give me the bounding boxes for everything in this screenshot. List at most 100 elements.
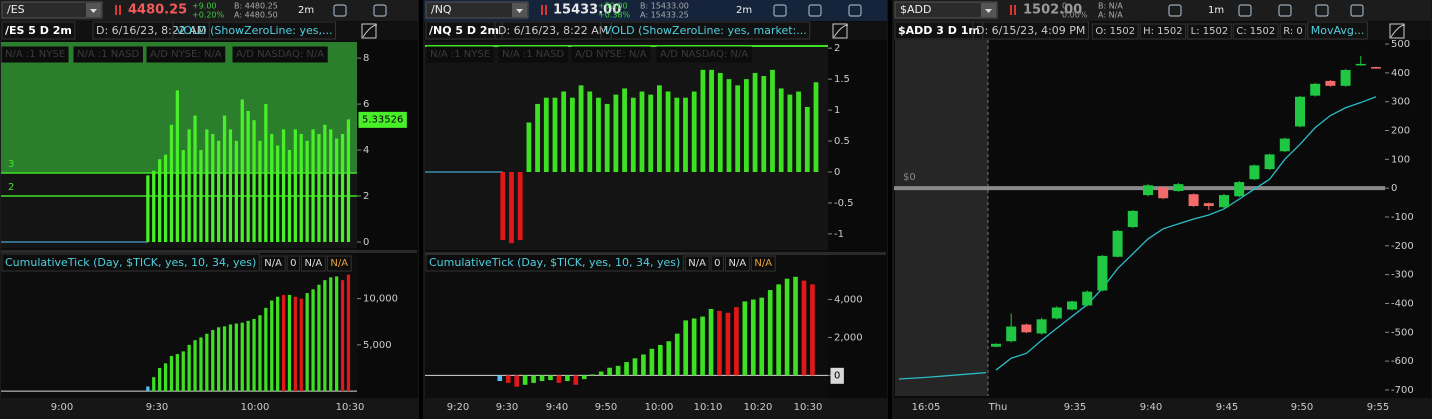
tick-bar [615,365,621,376]
tick-bar [187,344,191,392]
toolbar-icon[interactable] [333,4,347,17]
study-label[interactable]: VOLD (ShowZeroLine: yes,... [176,24,333,37]
y-tick-label: -700 [1391,385,1414,396]
field-box [1091,23,1139,40]
toolbar [0,0,418,21]
time-label: Thu [988,402,1008,413]
symbol[interactable]: /ES [7,3,25,16]
vold-bar [211,133,215,243]
field-box [260,255,286,272]
style-icon[interactable] [1389,23,1406,39]
vold-bar [264,104,268,243]
field-box [426,46,494,63]
toolbar-icon[interactable] [1168,4,1182,17]
time-axis [424,398,887,419]
toolbar-icon[interactable] [773,4,787,17]
vold-bar [163,154,168,243]
vold-bar [299,133,303,243]
study-label[interactable]: CumulativeTick (Day, $TICK, yes, 10, 34,… [429,256,680,269]
vold-bar [604,103,610,172]
toolbar-icon[interactable] [1238,4,1252,17]
vold-bar [181,150,185,243]
field-box [301,255,326,272]
aggregation[interactable]: 1m [1208,5,1224,16]
vold-bar [726,79,732,172]
time-label: 10:30 [336,402,365,413]
vold-bar [169,124,174,243]
style-icon[interactable] [832,23,849,39]
tick-bar [258,315,262,392]
candle-body [1067,301,1077,310]
field-box [750,255,776,272]
candle-body [1143,185,1153,196]
field-box [172,21,336,40]
y-tick-label: -400 [1391,298,1414,309]
last-price: 1502.00 [1023,3,1082,18]
field-box [972,21,1089,40]
tick-bar [632,358,638,376]
symbol-box[interactable] [894,1,998,19]
vold-bar [778,88,784,172]
field-box [1,21,76,40]
toolbar-icon[interactable] [1315,4,1329,17]
tick-bar [158,367,162,392]
field-box [1139,23,1187,40]
symbol-box[interactable] [1,1,103,19]
aggregation[interactable]: 2m [298,5,314,16]
toolbar-icon[interactable] [808,4,822,17]
tick-bar [169,355,174,392]
ohlc-field: C: 1502 [1236,26,1275,37]
tick-bar [801,280,807,376]
y-tick-label: 8 [363,53,369,64]
y-tick-label: 2 [834,43,840,54]
toolbar-icon[interactable] [1278,4,1292,17]
field-box [1,253,260,272]
tick-bar [776,284,781,376]
market-label: N/A :1 NASD [502,49,564,60]
tick-bar [531,375,536,383]
tick-bar [607,367,612,376]
study-label[interactable]: VOLD (ShowZeroLine: yes, market:... [604,24,807,37]
tick-bar [522,375,528,385]
symbol[interactable]: /NQ [431,3,452,16]
change: +59.00 [598,2,628,11]
time-label: 16:05 [912,402,941,413]
bid: B: N/A [1098,2,1123,11]
vold-bar [578,85,584,172]
vold-bar [346,119,351,243]
vold-bar [587,91,593,172]
tick-bar [666,341,672,376]
time-label: 10:10 [694,402,723,413]
study-label[interactable]: CumulativeTick (Day, $TICK, yes, 10, 34,… [5,256,256,269]
time-label: 9:50 [595,402,617,413]
bid: B: 15433.00 [640,2,689,11]
aggregation[interactable]: 2m [736,5,752,16]
level-label: 3 [8,159,14,170]
symbol[interactable]: $ADD [900,3,931,16]
tick-bar [246,320,250,392]
market-label: A/D NYSE: N/A [150,49,222,60]
y-tick-label: 2 [363,191,369,202]
toolbar-icon[interactable] [1350,4,1364,17]
tick-bar [181,351,185,392]
study-label[interactable]: MovAvg... [1311,24,1365,37]
style-icon[interactable] [361,23,378,39]
vold-bar [630,97,636,172]
toolbar-icon[interactable] [848,4,862,17]
vold-bar [317,133,321,243]
time-label: 9:30 [496,402,518,413]
toolbar-icon[interactable] [373,4,387,17]
symbol-box[interactable] [425,1,529,19]
change-percent: +0.38% [598,11,631,20]
vold-bar [596,97,601,172]
y-tick-label: 4,000 [834,295,863,306]
chart-title: /NQ 5 D 2m [429,24,499,37]
y-tick-label: 6 [363,99,369,110]
vold-bar [287,150,292,243]
y-axis [357,40,418,398]
vold-bar [700,69,706,172]
ma-prior-line [898,372,987,380]
vold-bar [234,140,238,243]
tick-bar [211,330,215,392]
field-box [494,21,612,40]
